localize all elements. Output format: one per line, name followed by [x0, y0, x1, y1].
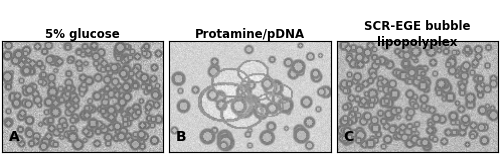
- Text: A: A: [8, 130, 19, 144]
- Text: SCR-EGE bubble
lipopolyplex: SCR-EGE bubble lipopolyplex: [364, 20, 470, 49]
- Text: B: B: [176, 130, 186, 144]
- Text: Protamine/pDNA: Protamine/pDNA: [195, 28, 305, 41]
- Text: 5% glucose: 5% glucose: [46, 28, 120, 41]
- Text: C: C: [343, 130, 353, 144]
